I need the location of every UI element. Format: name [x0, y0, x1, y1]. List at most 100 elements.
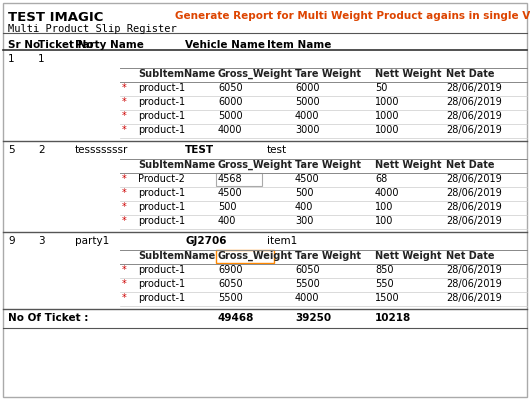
Text: 28/06/2019: 28/06/2019 — [446, 265, 502, 275]
Text: Generate Report for Multi Weight Product agains in single Vehhicle: Generate Report for Multi Weight Product… — [175, 11, 530, 21]
Text: 39250: 39250 — [295, 313, 331, 323]
Text: 500: 500 — [295, 188, 314, 198]
Text: 4000: 4000 — [295, 111, 320, 121]
Text: product-1: product-1 — [138, 125, 185, 135]
Bar — [216, 173, 262, 186]
Text: SubItemName: SubItemName — [138, 160, 215, 170]
Text: 6050: 6050 — [295, 265, 320, 275]
Text: 5000: 5000 — [295, 97, 320, 107]
Text: product-1: product-1 — [138, 111, 185, 121]
Text: product-1: product-1 — [138, 97, 185, 107]
Text: *: * — [122, 111, 127, 121]
Text: Party Name: Party Name — [75, 40, 144, 50]
Text: 1: 1 — [38, 54, 45, 64]
Text: 28/06/2019: 28/06/2019 — [446, 111, 502, 121]
Text: item1: item1 — [267, 236, 297, 246]
Text: 1000: 1000 — [375, 125, 400, 135]
Text: 5500: 5500 — [295, 279, 320, 289]
Text: Ticket No: Ticket No — [38, 40, 94, 50]
Text: 6000: 6000 — [295, 83, 320, 93]
Text: Tare Weight: Tare Weight — [295, 160, 361, 170]
Text: Net Date: Net Date — [446, 69, 494, 79]
Text: 500: 500 — [218, 202, 236, 212]
Text: *: * — [122, 188, 127, 198]
Text: 100: 100 — [375, 202, 393, 212]
Text: 4000: 4000 — [375, 188, 400, 198]
Text: 3: 3 — [38, 236, 45, 246]
Text: 5500: 5500 — [218, 293, 243, 303]
Text: Gross_Weight: Gross_Weight — [218, 160, 293, 170]
Text: 850: 850 — [375, 265, 393, 275]
Text: *: * — [122, 202, 127, 212]
Text: tesssssssr: tesssssssr — [75, 145, 128, 155]
Text: No Of Ticket :: No Of Ticket : — [8, 313, 89, 323]
Text: 10218: 10218 — [375, 313, 411, 323]
Text: 400: 400 — [218, 216, 236, 226]
Text: test: test — [267, 145, 287, 155]
Text: 4000: 4000 — [218, 125, 243, 135]
Text: 5: 5 — [8, 145, 15, 155]
Text: 6050: 6050 — [218, 279, 243, 289]
Text: *: * — [122, 125, 127, 135]
Text: 1000: 1000 — [375, 111, 400, 121]
Text: 3000: 3000 — [295, 125, 320, 135]
Text: Vehicle Name: Vehicle Name — [185, 40, 265, 50]
Bar — [216, 250, 274, 263]
Text: Product-2: Product-2 — [138, 174, 185, 184]
Text: *: * — [122, 293, 127, 303]
Text: 4500: 4500 — [295, 174, 320, 184]
Text: 28/06/2019: 28/06/2019 — [446, 293, 502, 303]
Text: Net Date: Net Date — [446, 160, 494, 170]
Text: 2: 2 — [38, 145, 45, 155]
Text: 28/06/2019: 28/06/2019 — [446, 202, 502, 212]
Text: 28/06/2019: 28/06/2019 — [446, 188, 502, 198]
Text: SubItemName: SubItemName — [138, 251, 215, 261]
Text: 400: 400 — [295, 202, 313, 212]
Text: Nett Weight: Nett Weight — [375, 251, 441, 261]
Text: *: * — [122, 83, 127, 93]
Text: Nett Weight: Nett Weight — [375, 160, 441, 170]
Text: 300: 300 — [295, 216, 313, 226]
Text: product-1: product-1 — [138, 83, 185, 93]
Text: 100: 100 — [375, 216, 393, 226]
Text: GJ2706: GJ2706 — [185, 236, 226, 246]
Text: 6900: 6900 — [218, 265, 243, 275]
Text: product-1: product-1 — [138, 188, 185, 198]
Text: 1: 1 — [8, 54, 15, 64]
Text: 28/06/2019: 28/06/2019 — [446, 174, 502, 184]
Text: Sr No: Sr No — [8, 40, 40, 50]
Text: 9: 9 — [8, 236, 15, 246]
Text: TEST: TEST — [185, 145, 214, 155]
Text: 6000: 6000 — [218, 97, 243, 107]
Text: *: * — [122, 216, 127, 226]
Text: 4568: 4568 — [218, 174, 243, 184]
Text: 28/06/2019: 28/06/2019 — [446, 97, 502, 107]
Text: 550: 550 — [375, 279, 394, 289]
Text: 49468: 49468 — [218, 313, 254, 323]
Text: Item Name: Item Name — [267, 40, 331, 50]
Text: Gross_Weight: Gross_Weight — [218, 69, 293, 79]
Text: Nett Weight: Nett Weight — [375, 69, 441, 79]
Text: Gross_Weight: Gross_Weight — [218, 251, 293, 261]
Text: party1: party1 — [75, 236, 109, 246]
Text: 6050: 6050 — [218, 83, 243, 93]
Text: product-1: product-1 — [138, 279, 185, 289]
Text: Tare Weight: Tare Weight — [295, 251, 361, 261]
Text: 28/06/2019: 28/06/2019 — [446, 216, 502, 226]
Text: 1500: 1500 — [375, 293, 400, 303]
Text: product-1: product-1 — [138, 202, 185, 212]
Text: Tare Weight: Tare Weight — [295, 69, 361, 79]
Text: product-1: product-1 — [138, 293, 185, 303]
Text: *: * — [122, 265, 127, 275]
Text: TEST IMAGIC: TEST IMAGIC — [8, 11, 103, 24]
Text: *: * — [122, 174, 127, 184]
Text: Multi Product Slip Register: Multi Product Slip Register — [8, 24, 176, 34]
Text: 68: 68 — [375, 174, 387, 184]
Text: 28/06/2019: 28/06/2019 — [446, 83, 502, 93]
Text: 4500: 4500 — [218, 188, 243, 198]
Text: *: * — [122, 279, 127, 289]
Text: product-1: product-1 — [138, 265, 185, 275]
Text: Net Date: Net Date — [446, 251, 494, 261]
Text: *: * — [122, 97, 127, 107]
Text: 1000: 1000 — [375, 97, 400, 107]
